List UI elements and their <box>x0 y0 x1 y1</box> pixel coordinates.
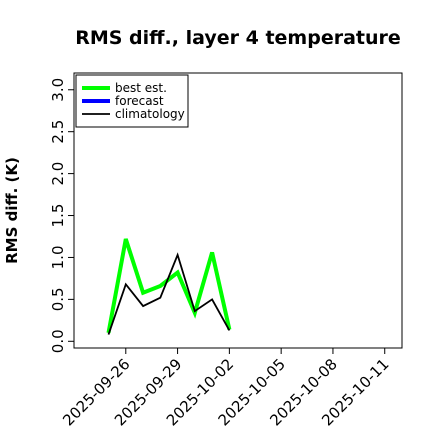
chart-title: RMS diff., layer 4 temperature <box>75 27 401 49</box>
y-tick-label: 1.5 <box>49 204 67 228</box>
legend-label: climatology <box>115 107 185 121</box>
y-axis-label: RMS diff. (K) <box>3 157 21 264</box>
plot-area <box>73 72 403 349</box>
legend-label: forecast <box>115 94 164 108</box>
series-lines <box>106 238 232 335</box>
y-tick-label: 1.0 <box>49 246 67 270</box>
y-tick-label: 0.5 <box>49 287 67 311</box>
series-line-best-est- <box>106 238 232 334</box>
series-line-climatology <box>107 252 231 335</box>
y-tick-label: 2.0 <box>49 162 67 186</box>
y-tick-label: 2.5 <box>49 120 67 144</box>
y-tick-label: 3.0 <box>49 78 67 102</box>
y-tick-label: 0.0 <box>49 329 67 353</box>
y-axis-ticks: 0.0 0.5 1.0 1.5 2.0 2.5 3.0 <box>49 78 74 353</box>
x-axis-ticks: 2025-09-262025-09-292025-10-022025-10-05… <box>59 348 393 429</box>
legend-label: best est. <box>115 81 167 95</box>
